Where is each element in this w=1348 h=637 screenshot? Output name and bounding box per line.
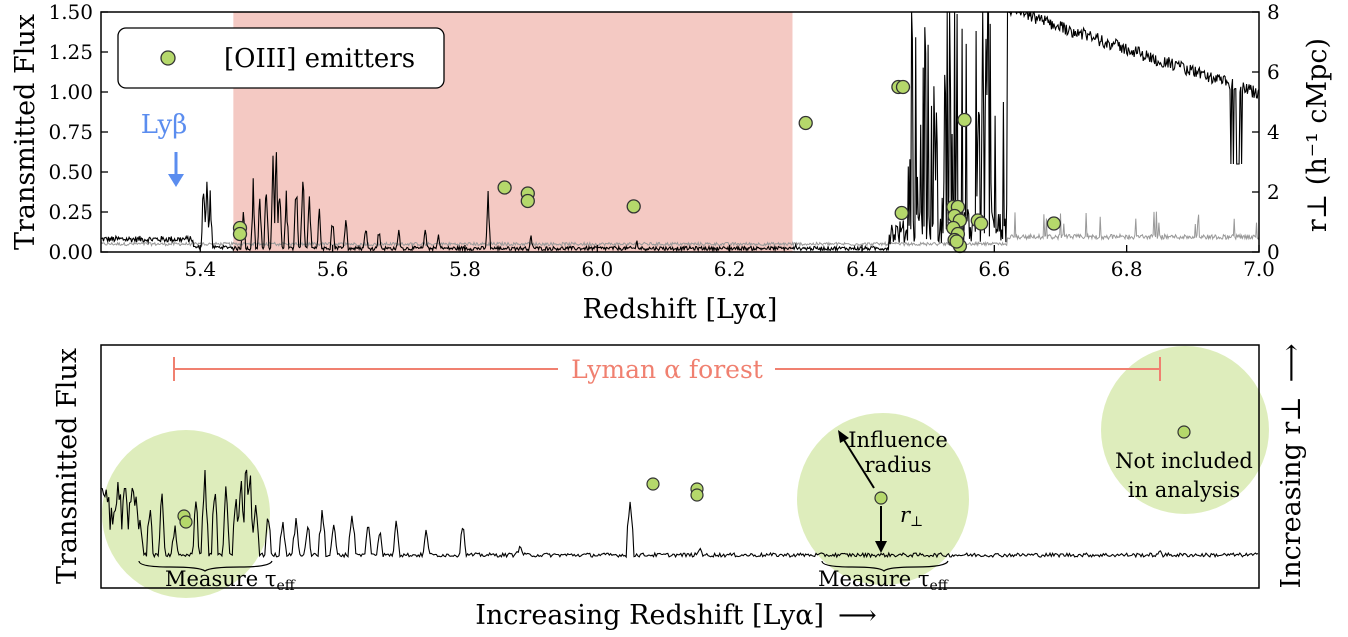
bottom-point xyxy=(874,491,888,505)
lybeta-label: Lyβ xyxy=(141,110,188,140)
measure-label-left: Measure τeff xyxy=(165,567,296,594)
influence-label-1: Influence xyxy=(848,428,948,452)
y2-tick-label: 6 xyxy=(1267,60,1280,84)
y2-tick-label: 2 xyxy=(1267,180,1280,204)
emitter-point xyxy=(957,112,972,128)
x-tick-label: 5.6 xyxy=(317,257,349,281)
rperp-label: r⊥ xyxy=(900,503,923,530)
x-tick-label: 6.4 xyxy=(846,257,878,281)
x-tick-label: 6.6 xyxy=(978,257,1010,281)
top-y-axis-label: Transmitted Flux xyxy=(10,14,41,250)
y-tick-label: 1.00 xyxy=(48,80,93,104)
emitter-point xyxy=(232,226,248,242)
influence-arrow-icon xyxy=(838,430,875,489)
bottom-point xyxy=(179,515,193,529)
emitter-point xyxy=(798,115,813,131)
y2-tick-label: 8 xyxy=(1267,0,1280,24)
top-legend: [OIII] emitters xyxy=(117,27,445,89)
influence-label-2: radius xyxy=(864,453,931,477)
not-included-label-1: Not included xyxy=(1115,449,1253,473)
bottom-panel: Lyman α forest Influence radius r⊥ Not i… xyxy=(52,344,1307,631)
top-x-ticks: 5.4 5.6 5.8 6.0 6.2 6.4 6.6 6.8 7.0 xyxy=(184,245,1275,281)
emitter-point xyxy=(895,79,911,95)
bottom-flux-line xyxy=(100,469,1259,559)
bottom-point xyxy=(1177,425,1191,439)
x-tick-label: 5.4 xyxy=(184,257,216,281)
y-tick-label: 1.25 xyxy=(48,40,93,64)
rperp-arrow-icon xyxy=(875,506,887,553)
emitter-point xyxy=(626,199,641,214)
bottom-spectrum xyxy=(100,469,1259,559)
x-tick-label: 6.2 xyxy=(714,257,746,281)
x-tick-label: 6.0 xyxy=(581,257,613,281)
top-x-axis-label: Redshift [Lyα] xyxy=(583,294,778,325)
emitter-point xyxy=(497,180,512,195)
y-tick-label: 0.25 xyxy=(48,200,93,224)
top-y-ticks: 0.00 0.25 0.50 0.75 1.00 1.25 1.50 xyxy=(48,0,108,264)
bottom-axes-frame xyxy=(100,344,1260,589)
measure-label-right: Measure τeff xyxy=(818,567,949,594)
top-flux-line xyxy=(100,11,1260,253)
bottom-y-axis-label: Transmitted Flux xyxy=(52,348,83,584)
legend-marker xyxy=(160,50,176,66)
legend-box xyxy=(117,27,445,89)
y2-tick-label: 4 xyxy=(1267,120,1280,144)
top-y2-axis-label: r⊥ (h⁻¹ cMpc) xyxy=(1302,38,1333,232)
top-y2-ticks: 0 2 4 6 8 xyxy=(1252,0,1280,264)
emitter-point xyxy=(949,234,964,249)
bottom-y2-axis-label: Increasing r⊥⟶ xyxy=(1276,344,1307,589)
forest-bracket xyxy=(173,357,1161,381)
bottom-x-axis-label: Increasing Redshift [Lyα] ⟶ xyxy=(475,600,877,631)
x-tick-label: 7.0 xyxy=(1243,257,1275,281)
top-panel: 5.4 5.6 5.8 6.0 6.2 6.4 6.6 6.8 7.0 0.00 0.25 0.50… xyxy=(10,0,1333,325)
x-tick-label: 5.8 xyxy=(449,257,481,281)
legend-entry-oiii: [OIII] emitters xyxy=(224,44,415,74)
y-tick-label: 0.75 xyxy=(48,120,93,144)
lybeta-arrow-icon xyxy=(168,152,184,187)
emitter-point xyxy=(520,193,535,209)
y-tick-label: 0.50 xyxy=(48,160,93,184)
measure-brace-left xyxy=(138,560,273,572)
not-included-label-2: in analysis xyxy=(1128,478,1240,502)
top-emitter-points xyxy=(232,79,1062,254)
emitter-point xyxy=(894,205,909,221)
forest-label: Lyman α forest xyxy=(571,355,763,384)
bottom-point xyxy=(646,477,660,491)
y-tick-label: 1.50 xyxy=(48,0,93,24)
y-tick-label: 0.00 xyxy=(48,240,93,264)
measure-brace-right xyxy=(821,560,949,572)
emitter-point xyxy=(973,216,989,231)
bottom-point xyxy=(690,488,704,502)
emitter-point xyxy=(1046,216,1062,231)
top-spectrum xyxy=(100,11,1260,253)
y2-tick-label: 0 xyxy=(1267,240,1280,264)
x-tick-label: 6.8 xyxy=(1111,257,1143,281)
